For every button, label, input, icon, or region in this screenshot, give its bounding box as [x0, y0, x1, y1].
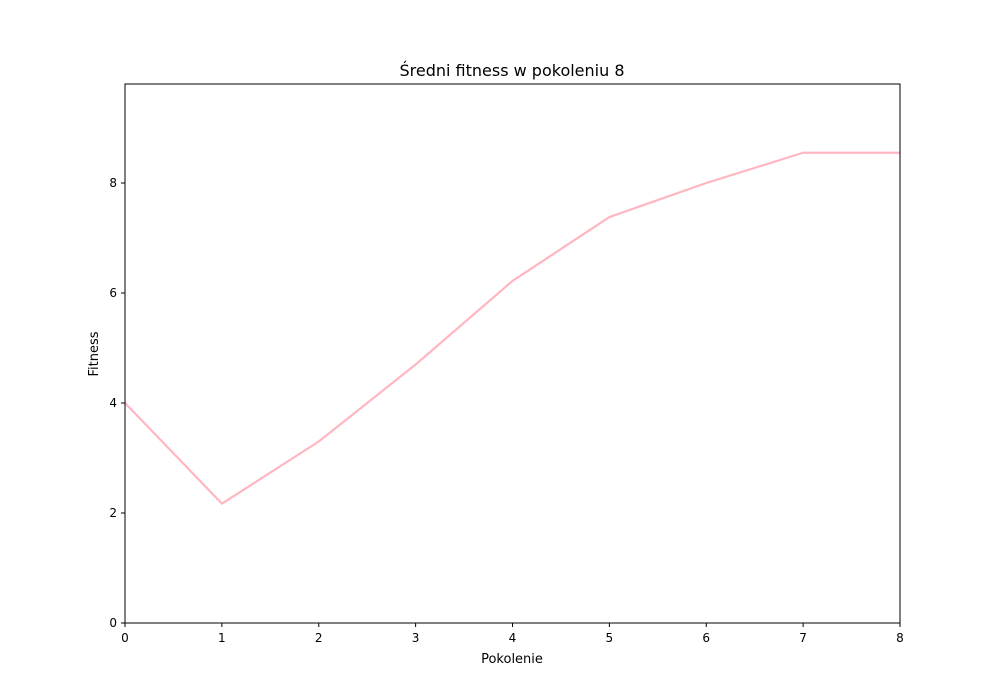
x-tick-label: 2 — [315, 631, 323, 645]
y-tick-label: 0 — [109, 616, 117, 630]
y-tick-label: 2 — [109, 506, 117, 520]
x-tick-label: 6 — [702, 631, 710, 645]
y-axis-label: Fitness — [87, 331, 102, 376]
x-tick-label: 1 — [218, 631, 226, 645]
x-tick-label: 7 — [799, 631, 807, 645]
axis-ticks: 0 1 2 3 4 5 6 7 8 0 2 4 6 8 — [109, 176, 903, 645]
chart-title: Średni fitness w pokoleniu 8 — [399, 61, 624, 80]
x-tick-label: 4 — [509, 631, 517, 645]
axes-frame — [124, 83, 901, 624]
x-tick-label: 3 — [412, 631, 420, 645]
x-tick-label: 8 — [896, 631, 904, 645]
series-line-0 — [124, 151, 900, 505]
x-tick-label: 0 — [121, 631, 129, 645]
series-lines — [124, 151, 900, 505]
x-tick-label: 5 — [606, 631, 614, 645]
y-tick-label: 8 — [109, 176, 117, 190]
y-tick-label: 6 — [109, 286, 117, 300]
x-axis-label: Pokolenie — [481, 652, 543, 667]
y-tick-label: 4 — [109, 396, 117, 410]
